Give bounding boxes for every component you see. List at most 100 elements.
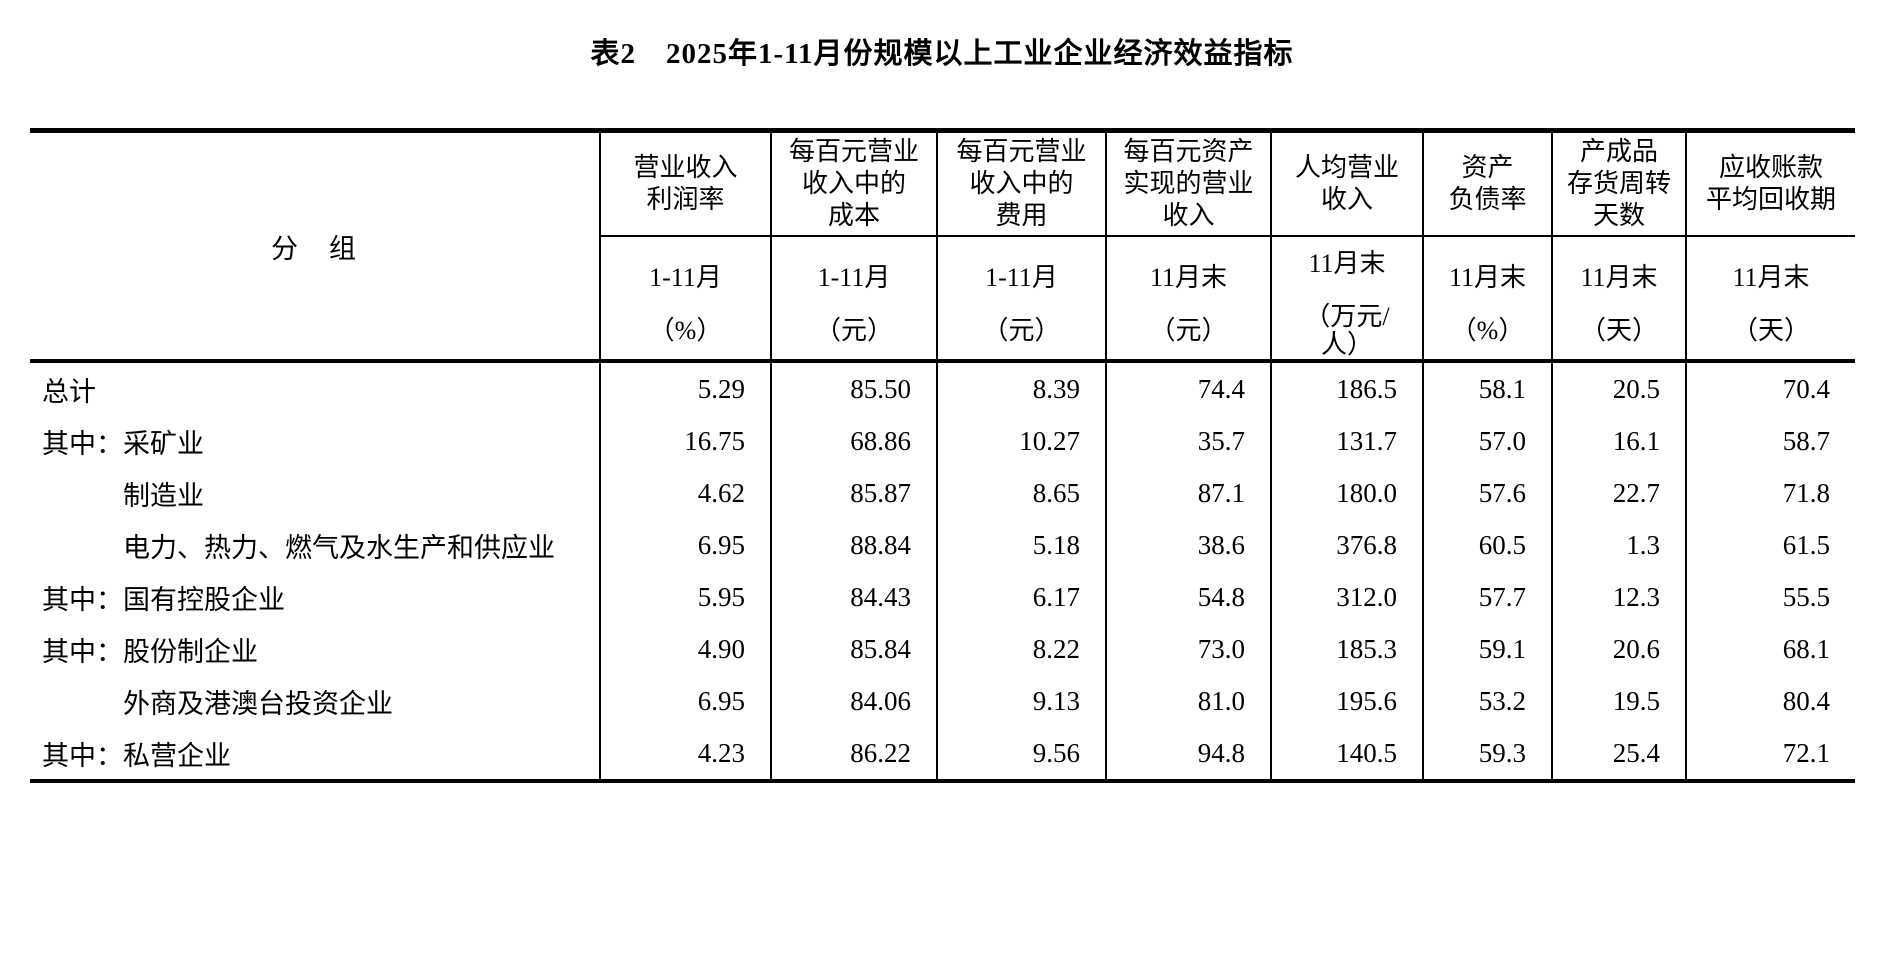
cell-value: 20.6 xyxy=(1551,623,1686,675)
column-header-name-5: 资产 负债率 xyxy=(1422,130,1552,237)
table-row: 其中：采矿业 16.75 68.86 10.27 35.7 131.7 57.0 16.1 58… xyxy=(30,415,1855,467)
cell-value: 57.7 xyxy=(1422,571,1552,623)
cell-value: 68.86 xyxy=(770,415,937,467)
cell-value: 4.90 xyxy=(599,623,771,675)
cell-value: 12.3 xyxy=(1551,571,1686,623)
cell-value: 53.2 xyxy=(1422,675,1552,727)
table-row: 电力、热力、燃气及水生产和供应业 6.95 88.84 5.18 38.6 376.8 60… xyxy=(30,519,1855,571)
unit-label: （天） xyxy=(1579,316,1658,345)
cell-value: 58.7 xyxy=(1685,415,1855,467)
cell-value: 22.7 xyxy=(1551,467,1686,519)
cell-value: 72.1 xyxy=(1685,727,1855,781)
cell-value: 6.95 xyxy=(599,519,771,571)
header-row-periods: 1-11月 （%） 1-11月 （元） 1-11月 （元） 11月末 （元） 11月末 （万元/ … xyxy=(30,236,1855,363)
column-header-name-6: 产成品 存货周转 天数 xyxy=(1551,130,1686,237)
cell-value: 131.7 xyxy=(1270,415,1423,467)
cell-value: 94.8 xyxy=(1105,727,1271,781)
cell-value: 6.95 xyxy=(599,675,771,727)
table-row: 其中：私营企业 4.23 86.22 9.56 94.8 140.5 59.3 25.4 72.… xyxy=(30,727,1855,781)
cell-value: 59.1 xyxy=(1422,623,1552,675)
cell-value: 180.0 xyxy=(1270,467,1423,519)
cell-value: 376.8 xyxy=(1270,519,1423,571)
column-header-period-cell-4: 11月末 （万元/ 人） xyxy=(1270,236,1423,363)
cell-value: 4.62 xyxy=(599,467,771,519)
cell-value: 84.43 xyxy=(770,571,937,623)
cell-value: 81.0 xyxy=(1105,675,1271,727)
table-body: 总计 5.29 85.50 8.39 74.4 186.5 58.1 20.5 70.4 其中：采… xyxy=(30,361,1855,781)
unit-label: （%） xyxy=(648,316,723,345)
row-label: 其中：采矿业 xyxy=(42,428,204,459)
table-header: 分 组 营业收入 利润率 每百元营业 收入中的 成本 每百元营业 收入中的 费用 每百… xyxy=(30,130,1855,363)
row-label: 其中：国有控股企业 xyxy=(42,584,285,615)
cell-value: 73.0 xyxy=(1105,623,1271,675)
column-header-period-cell-7: 11月末 （天） xyxy=(1685,236,1855,363)
column-header-name-4: 人均营业 收入 xyxy=(1270,130,1423,237)
column-header-name-7: 应收账款 平均回收期 xyxy=(1685,130,1855,237)
column-header-period-cell-3: 11月末 （元） xyxy=(1105,236,1271,363)
cell-value: 38.6 xyxy=(1105,519,1271,571)
row-label: 外商及港澳台投资企业 xyxy=(123,688,393,719)
cell-value: 8.22 xyxy=(936,623,1106,675)
table-row: 其中：股份制企业 4.90 85.84 8.22 73.0 185.3 59.1 20.6 68… xyxy=(30,623,1855,675)
cell-value: 1.3 xyxy=(1551,519,1686,571)
cell-value: 85.87 xyxy=(770,467,937,519)
period-label: 11月末 xyxy=(1580,263,1658,292)
cell-value: 71.8 xyxy=(1685,467,1855,519)
cell-value: 140.5 xyxy=(1270,727,1423,781)
row-label: 总计 xyxy=(42,376,96,407)
cell-value: 5.29 xyxy=(599,361,771,415)
cell-value: 54.8 xyxy=(1105,571,1271,623)
column-header-period-cell-2: 1-11月 （元） xyxy=(936,236,1106,363)
column-header-name-0: 营业收入 利润率 xyxy=(599,130,771,237)
table-row: 外商及港澳台投资企业 6.95 84.06 9.13 81.0 195.6 53.2 19.5… xyxy=(30,675,1855,727)
cell-value: 16.75 xyxy=(599,415,771,467)
period-label: 11月末 xyxy=(1732,263,1810,292)
cell-value: 8.39 xyxy=(936,361,1106,415)
column-header-name-1: 每百元营业 收入中的 成本 xyxy=(770,130,937,237)
cell-value: 59.3 xyxy=(1422,727,1552,781)
cell-value: 61.5 xyxy=(1685,519,1855,571)
unit-label: （天） xyxy=(1731,316,1810,345)
unit-label: （%） xyxy=(1450,316,1525,345)
cell-value: 312.0 xyxy=(1270,571,1423,623)
cell-value: 85.84 xyxy=(770,623,937,675)
cell-value: 9.13 xyxy=(936,675,1106,727)
column-header-name-3: 每百元资产 实现的营业 收入 xyxy=(1105,130,1271,237)
cell-value: 5.95 xyxy=(599,571,771,623)
cell-value: 57.6 xyxy=(1422,467,1552,519)
header-row-names: 分 组 营业收入 利润率 每百元营业 收入中的 成本 每百元营业 收入中的 费用 每百… xyxy=(30,130,1855,363)
unit-label: （元） xyxy=(814,316,893,345)
cell-value: 25.4 xyxy=(1551,727,1686,781)
column-header-period-cell-5: 11月末 （%） xyxy=(1422,236,1552,363)
cell-value: 16.1 xyxy=(1551,415,1686,467)
cell-value: 6.17 xyxy=(936,571,1106,623)
column-header-period-cell-1: 1-11月 （元） xyxy=(770,236,937,363)
period-label: 1-11月 xyxy=(649,263,722,292)
period-label: 1-11月 xyxy=(985,263,1058,292)
period-label: 11月末 xyxy=(1149,263,1228,292)
table-row: 制造业 4.62 85.87 8.65 87.1 180.0 57.6 22.7 71.8 xyxy=(30,467,1855,519)
cell-value: 185.3 xyxy=(1270,623,1423,675)
cell-value: 195.6 xyxy=(1270,675,1423,727)
column-header-name-2: 每百元营业 收入中的 费用 xyxy=(936,130,1106,237)
cell-value: 20.5 xyxy=(1551,361,1686,415)
cell-value: 8.65 xyxy=(936,467,1106,519)
cell-value: 58.1 xyxy=(1422,361,1552,415)
cell-value: 86.22 xyxy=(770,727,937,781)
group-column-header: 分 组 xyxy=(30,130,600,363)
cell-value: 85.50 xyxy=(770,361,937,415)
cell-value: 57.0 xyxy=(1422,415,1552,467)
table-title: 表2 2025年1-11月份规模以上工业企业经济效益指标 xyxy=(590,38,1294,70)
cell-value: 88.84 xyxy=(770,519,937,571)
row-label: 制造业 xyxy=(123,480,204,511)
cell-value: 60.5 xyxy=(1422,519,1552,571)
cell-value: 68.1 xyxy=(1685,623,1855,675)
unit-label: （元） xyxy=(1149,316,1228,345)
cell-value: 186.5 xyxy=(1270,361,1423,415)
cell-value: 80.4 xyxy=(1685,675,1855,727)
row-label: 其中：股份制企业 xyxy=(42,636,258,667)
period-label: 1-11月 xyxy=(817,263,891,292)
row-label: 电力、热力、燃气及水生产和供应业 xyxy=(123,532,555,563)
period-label: 11月末 xyxy=(1308,249,1386,278)
